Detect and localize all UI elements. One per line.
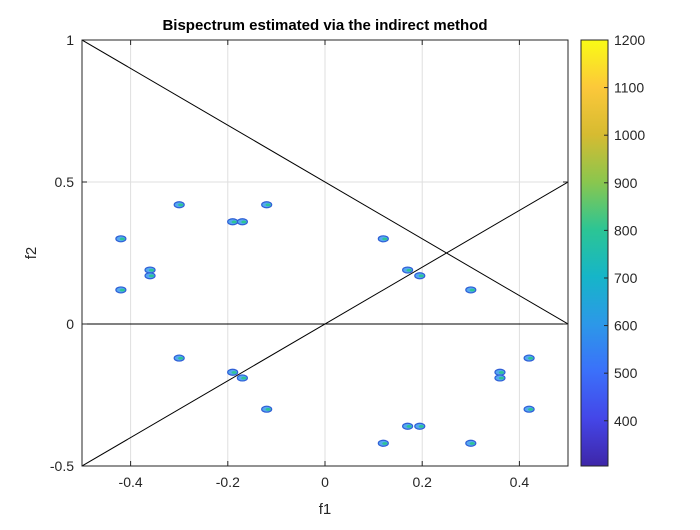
x-tick-label: 0.4 <box>510 474 530 490</box>
reference-line <box>82 40 568 325</box>
contour-blob <box>402 266 414 274</box>
colorbar-tick-label: 600 <box>614 318 638 334</box>
contour-blob <box>414 422 426 430</box>
x-tick-label: -0.4 <box>119 474 143 490</box>
contour-blob <box>414 272 426 280</box>
contour-blob <box>494 374 506 382</box>
contour-blob <box>173 354 185 362</box>
reference-lines <box>82 40 568 466</box>
contour-blob <box>261 201 273 209</box>
contour-blob <box>227 218 239 226</box>
contour-blob <box>236 218 248 226</box>
contour-blob <box>227 368 239 376</box>
y-tick-label: 0 <box>66 316 74 332</box>
contour-blobs <box>115 201 535 447</box>
grid-lines <box>82 39 568 467</box>
y-tick-label: -0.5 <box>50 458 74 474</box>
colorbar-tick-label: 1100 <box>614 80 644 96</box>
colorbar-tick-label: 1200 <box>614 32 645 48</box>
contour-blob <box>523 405 535 413</box>
x-tick-label: 0 <box>321 474 329 490</box>
x-tick-label: 0.2 <box>412 474 432 490</box>
colorbar-tick-label: 500 <box>614 365 638 381</box>
contour-blob <box>377 235 389 243</box>
colorbar-tick-label: 1000 <box>614 127 645 143</box>
colorbar-tick-label: 900 <box>614 175 638 191</box>
colorbar-ticks: 400 500 600 700 800 900 1000 1100 1200 <box>604 32 645 429</box>
y-tick-label: 0.5 <box>55 174 75 190</box>
y-axis-label: f2 <box>23 247 40 260</box>
x-tick-label: -0.2 <box>216 474 240 490</box>
x-axis-ticks: -0.4 -0.2 0 0.2 0.4 <box>119 40 530 490</box>
contour-blob <box>465 286 477 294</box>
contour-blob <box>236 374 248 382</box>
contour-blob <box>402 422 414 430</box>
contour-blob <box>523 354 535 362</box>
y-axis-ticks: -0.5 0 0.5 1 <box>50 32 568 474</box>
contour-blob <box>377 439 389 447</box>
contour-blob <box>465 439 477 447</box>
colorbar <box>580 39 609 467</box>
colorbar-tick-label: 400 <box>614 413 638 429</box>
contour-blob <box>115 235 127 243</box>
colorbar-tick-label: 700 <box>614 270 638 286</box>
y-tick-label: 1 <box>66 32 74 48</box>
colorbar-tick-label: 800 <box>614 222 638 238</box>
contour-blob <box>144 272 156 280</box>
contour-blob <box>115 286 127 294</box>
x-axis-label: f1 <box>319 501 332 518</box>
contour-blob <box>173 201 185 209</box>
chart-title: Bispectrum estimated via the indirect me… <box>162 17 487 34</box>
contour-blob <box>261 405 273 413</box>
